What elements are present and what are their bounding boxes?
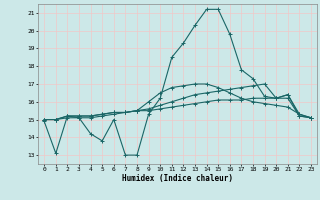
X-axis label: Humidex (Indice chaleur): Humidex (Indice chaleur) [122, 174, 233, 183]
